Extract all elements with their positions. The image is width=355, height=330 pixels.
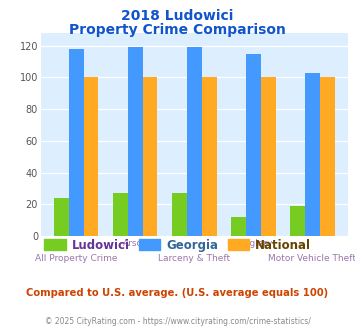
Bar [187,47,202,236]
Bar [305,73,320,236]
Bar [231,217,246,236]
Text: Compared to U.S. average. (U.S. average equals 100): Compared to U.S. average. (U.S. average … [26,288,329,298]
Text: Larceny & Theft: Larceny & Theft [158,254,230,263]
Bar [172,193,187,236]
Text: Property Crime Comparison: Property Crime Comparison [69,23,286,37]
Bar [246,53,261,236]
Bar [128,47,143,236]
Text: 2018 Ludowici: 2018 Ludowici [121,9,234,23]
Bar [290,206,305,236]
Text: All Property Crime: All Property Crime [35,254,118,263]
Bar [69,49,84,236]
Bar [54,198,69,236]
Bar [261,78,275,236]
Bar [202,78,217,236]
Text: Arson: Arson [122,239,148,248]
Bar [113,193,128,236]
Bar [84,78,98,236]
Text: Motor Vehicle Theft: Motor Vehicle Theft [268,254,355,263]
Text: Burglary: Burglary [234,239,273,248]
Bar [143,78,158,236]
Text: © 2025 CityRating.com - https://www.cityrating.com/crime-statistics/: © 2025 CityRating.com - https://www.city… [45,317,310,326]
Bar [320,78,335,236]
Legend: Ludowici, Georgia, National: Ludowici, Georgia, National [40,234,315,256]
